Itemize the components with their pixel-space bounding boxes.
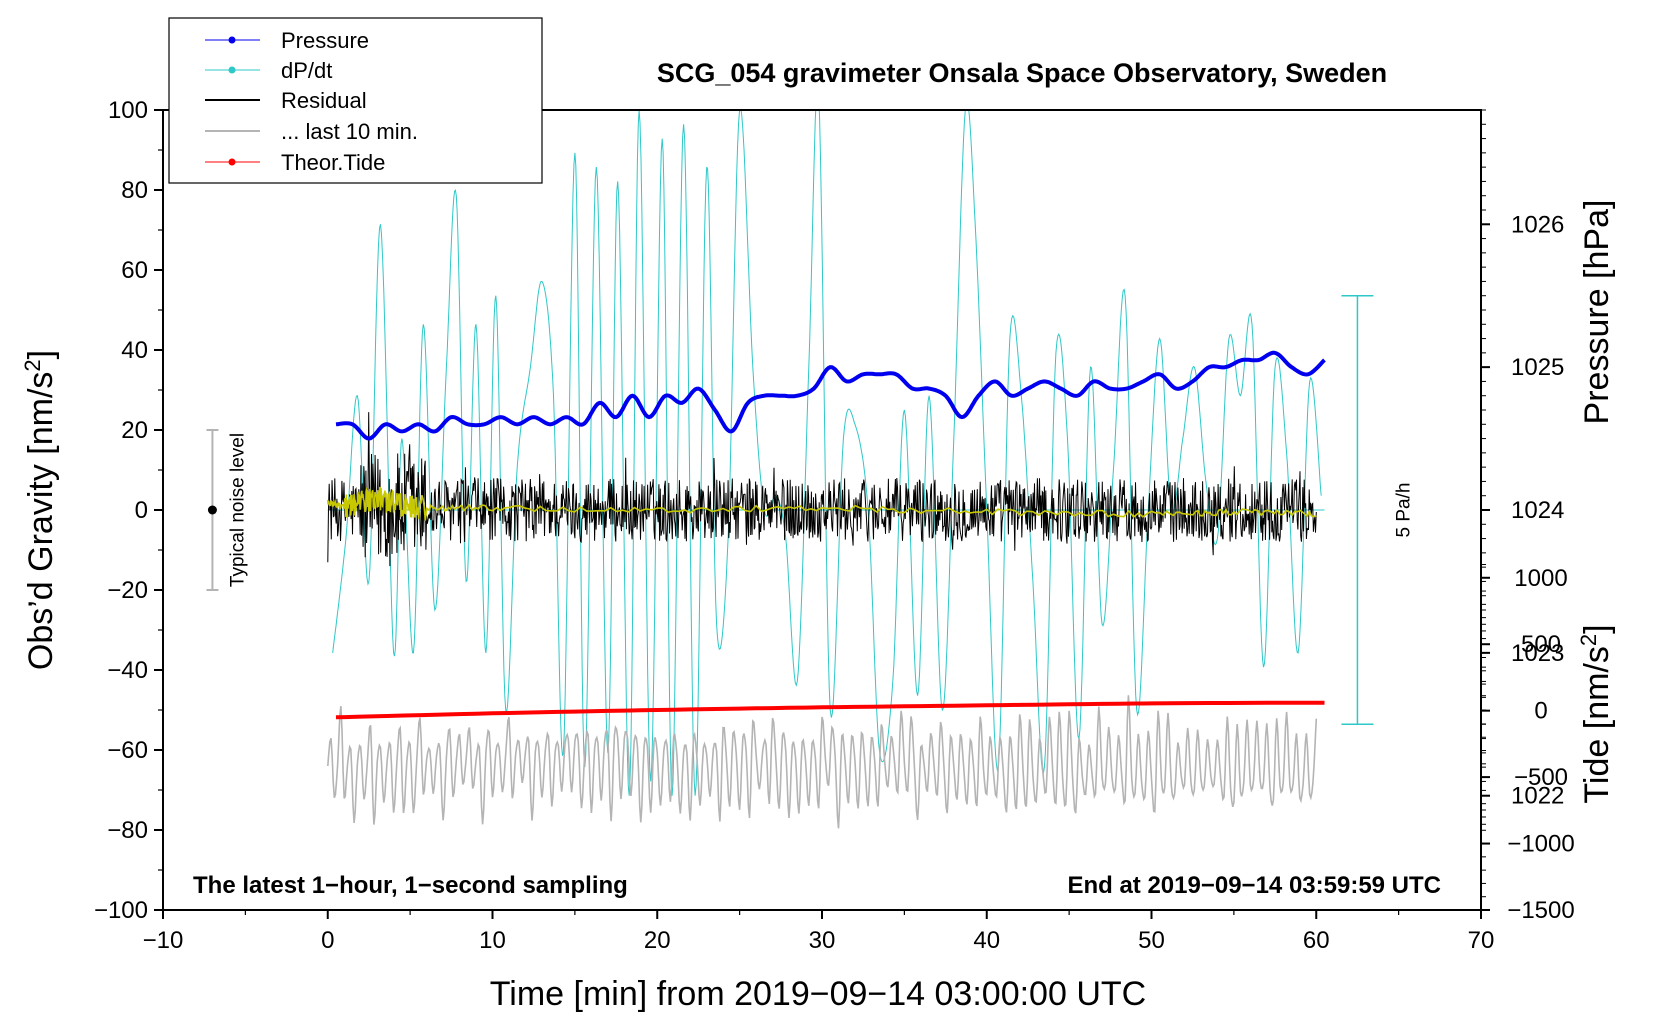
noise-level-bar: Typical noise level [206,429,248,591]
legend: Pressure dP/dt Residual ... last 10 min.… [168,17,543,184]
pressure-line [335,350,1326,441]
chart-title: SCG_054 gravimeter Onsala Space Observat… [657,58,1387,88]
noise-bar-marker [207,505,217,515]
legend-label-residual: Residual [281,88,367,113]
legend-item-last10: ... last 10 min. [205,119,418,144]
x-tick-label: 70 [1468,927,1495,954]
y-tick-label: 20 [121,417,148,444]
tide-tick-label: 1000 [1514,565,1567,592]
dpdt-line [332,110,1322,796]
annotation-bottom-left: The latest 1−hour, 1−second sampling [193,872,628,899]
residual-smoothed-series [327,486,1317,521]
legend-marker-tide [228,158,236,166]
x-tick-label: 20 [644,927,671,954]
legend-item-tide: Theor.Tide [205,150,385,175]
legend-item-dpdt: dP/dt [205,58,332,83]
residual-line [327,412,1317,567]
pressure-tick-label: 1022 [1511,783,1564,810]
pressure-tick-label: 1026 [1511,211,1564,238]
legend-item-pressure: Pressure [205,28,369,53]
legend-item-residual: Residual [205,88,367,113]
theor-tide-line [335,700,1325,720]
pressure-tick-label: 1023 [1511,640,1564,667]
x-tick-label: 0 [321,927,334,954]
tide-tick-label: −1500 [1507,897,1574,924]
y-axis-label-pressure: Pressure [hPa] [1578,200,1616,425]
legend-label-tide: Theor.Tide [281,150,385,175]
tide-tick-label: 0 [1534,698,1547,725]
x-tick-label: 10 [479,927,506,954]
x-axis-label: Time [min] from 2019−09−14 03:00:00 UTC [490,975,1146,1013]
y-tick-label: −60 [107,737,148,764]
y-tick-label: 0 [135,497,148,524]
x-axis-ticks: −10 0 10 20 30 40 50 60 70 [143,910,1495,954]
tide-tick-label: 500 [1521,631,1561,658]
y-tick-label: −100 [94,897,148,924]
y-tick-label: 60 [121,257,148,284]
pressure-series [335,350,1326,441]
pressure-tick-label: 1024 [1511,497,1564,524]
x-tick-label: −10 [143,927,184,954]
y-tick-label: −40 [107,657,148,684]
tide-axis-ticks: −1500 −1000 −500 0 500 1000 [1481,563,1575,924]
annotation-bottom-right: End at 2019−09−14 03:59:59 UTC [1067,872,1441,899]
scale-bar-label: 5 Pa/h [1393,483,1414,538]
legend-label-pressure: Pressure [281,28,369,53]
last-10-min-line [327,695,1318,829]
legend-label-dpdt: dP/dt [281,58,332,83]
legend-marker-pressure [228,36,236,44]
theor-tide-series [335,700,1325,720]
x-tick-label: 40 [973,927,1000,954]
x-tick-label: 50 [1138,927,1165,954]
y-axis-label-tide: Tide [nm/s2] [1576,624,1617,803]
y-tick-label: −80 [107,817,148,844]
y-axis-label-left: Obs’d Gravity [nm/s2] [20,350,61,670]
tide-tick-label: −500 [1514,764,1568,791]
last-10-min-series [327,695,1318,829]
pressure-tick-label: 1025 [1511,354,1564,381]
legend-label-last10: ... last 10 min. [281,119,418,144]
pressure-axis-ticks: 1022 1023 1024 1025 1026 [1481,109,1564,825]
tide-tick-label: −1000 [1507,831,1574,858]
x-tick-label: 60 [1303,927,1330,954]
residual-smoothed-line [327,486,1317,521]
y-tick-label: 40 [121,337,148,364]
y-tick-label: 100 [108,97,148,124]
residual-series [327,412,1317,567]
y-tick-label: 80 [121,177,148,204]
x-tick-label: 30 [809,927,836,954]
legend-marker-dpdt [228,66,236,74]
y-tick-label: −20 [107,577,148,604]
y-axis-ticks: −100 −80 −60 −40 −20 0 20 40 60 80 100 [94,97,163,924]
noise-bar-label: Typical noise level [227,433,248,587]
dpdt-scale-bar: 5 Pa/h [1341,294,1414,726]
